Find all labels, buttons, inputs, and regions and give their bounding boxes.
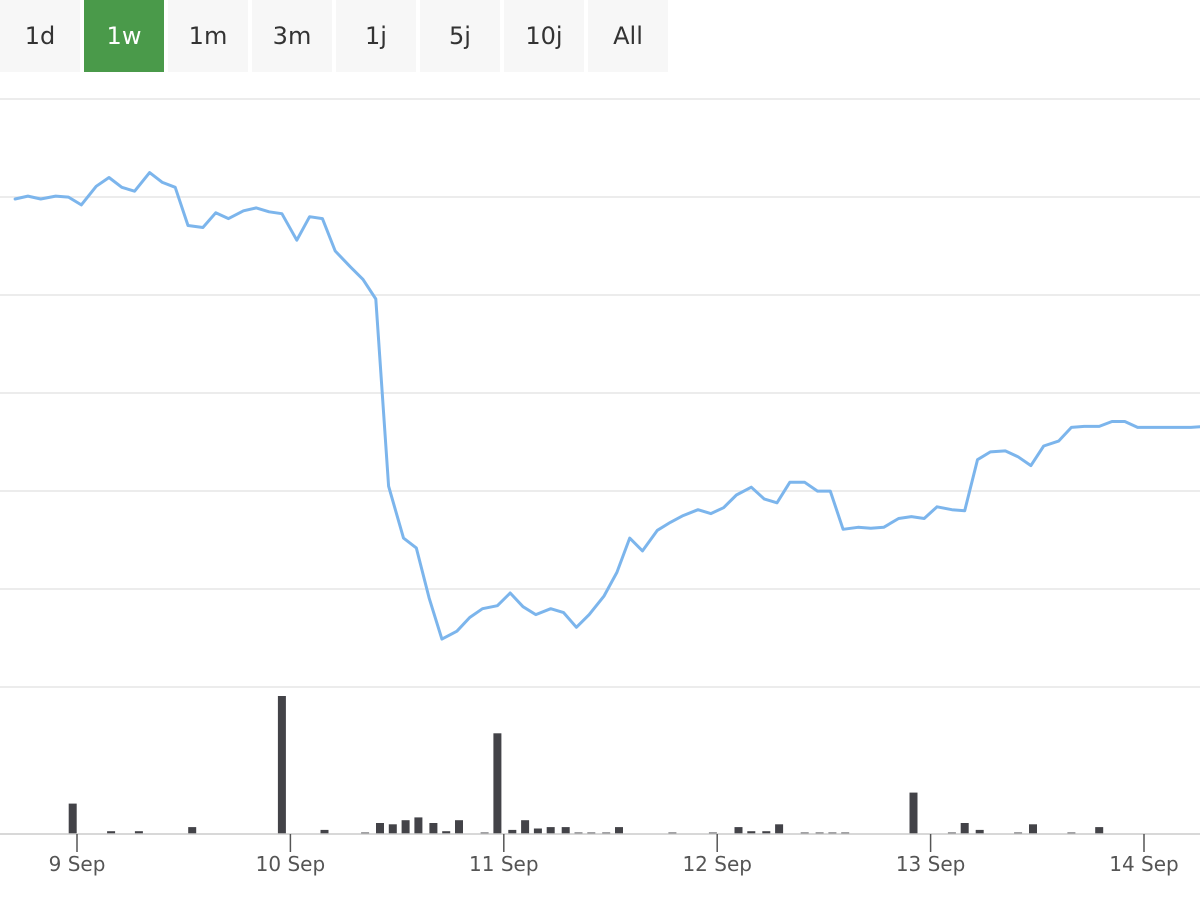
volume-bar bbox=[442, 831, 451, 834]
volume-bar bbox=[376, 823, 384, 834]
range-selector: 1d 1w 1m 3m 1j 5j 10j All bbox=[0, 0, 668, 72]
x-tick-label: 9 Sep bbox=[49, 852, 106, 876]
volume-bar bbox=[320, 829, 329, 834]
volume-bar bbox=[775, 824, 784, 834]
volume-bar bbox=[909, 792, 918, 834]
volume-bar bbox=[388, 824, 397, 834]
range-button-1w[interactable]: 1w bbox=[84, 0, 164, 72]
volume-bar bbox=[960, 823, 969, 834]
volume-bar bbox=[134, 831, 143, 834]
volume-bar bbox=[521, 820, 530, 834]
volume-bar bbox=[277, 696, 286, 834]
range-button-1j[interactable]: 1j bbox=[336, 0, 416, 72]
range-button-10j[interactable]: 10j bbox=[504, 0, 584, 72]
volume-bar bbox=[762, 831, 771, 834]
volume-bar bbox=[546, 827, 555, 834]
volume-bar bbox=[414, 817, 423, 834]
volume-bar bbox=[734, 827, 743, 834]
volume-bar bbox=[455, 820, 463, 834]
volume-bar bbox=[1095, 827, 1104, 834]
range-button-1m[interactable]: 1m bbox=[168, 0, 248, 72]
volume-bar bbox=[188, 827, 197, 834]
price-line bbox=[13, 171, 1200, 641]
volume-bars bbox=[68, 696, 1104, 834]
x-tick-label: 14 Sep bbox=[1109, 852, 1179, 876]
volume-bar bbox=[615, 827, 623, 834]
range-button-1d[interactable]: 1d bbox=[0, 0, 80, 72]
range-button-all[interactable]: All bbox=[588, 0, 668, 72]
volume-bar bbox=[493, 733, 502, 834]
x-axis: 9 Sep 10 Sep 11 Sep 12 Sep 13 Sep 14 Sep bbox=[49, 834, 1179, 876]
x-tick-label: 12 Sep bbox=[682, 852, 752, 876]
x-tick-label: 11 Sep bbox=[469, 852, 539, 876]
volume-bar bbox=[747, 831, 756, 834]
volume-bar bbox=[401, 820, 410, 834]
volume-bar bbox=[561, 827, 570, 834]
volume-bar bbox=[533, 828, 542, 834]
volume-bar bbox=[1029, 824, 1037, 834]
volume-bar bbox=[429, 823, 438, 834]
volume-bar bbox=[107, 831, 116, 834]
x-tick-label: 13 Sep bbox=[896, 852, 966, 876]
volume-bar bbox=[68, 803, 77, 834]
grid-lines bbox=[0, 98, 1200, 688]
range-button-5j[interactable]: 5j bbox=[420, 0, 500, 72]
x-tick-label: 10 Sep bbox=[256, 852, 326, 876]
range-button-3m[interactable]: 3m bbox=[252, 0, 332, 72]
volume-bar bbox=[975, 829, 984, 834]
volume-bar bbox=[508, 829, 517, 834]
